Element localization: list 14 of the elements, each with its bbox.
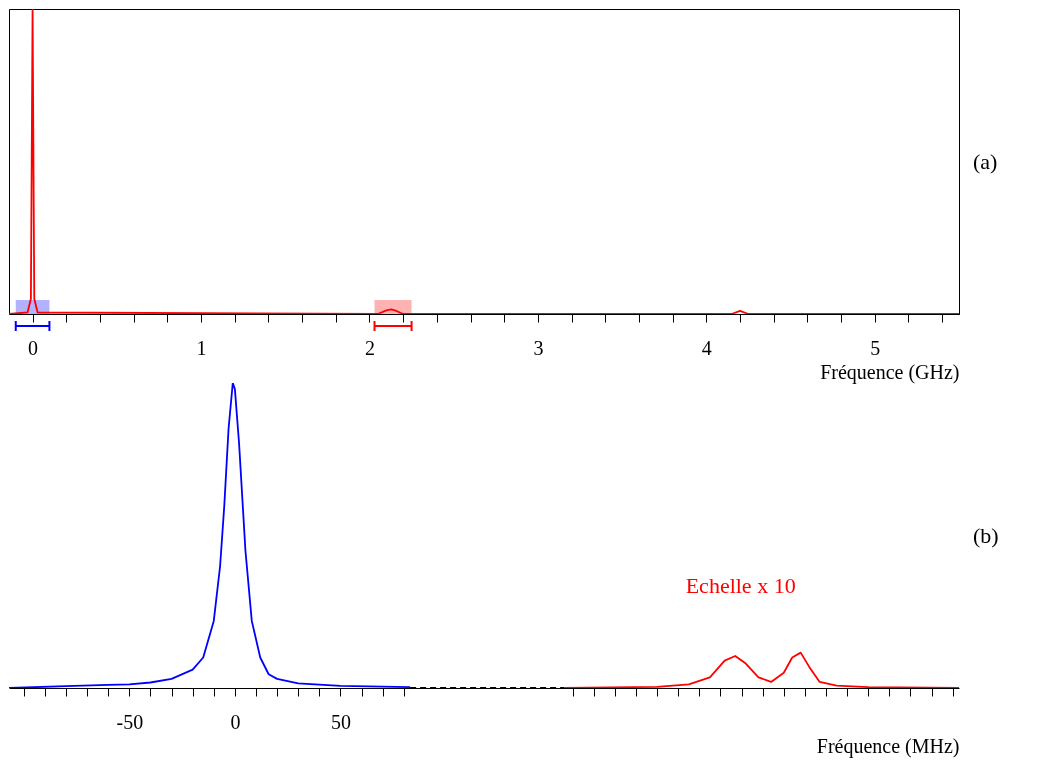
x-tick-label: 4 [701, 336, 712, 359]
x-axis-title: Fréquence (GHz) [820, 360, 960, 384]
x-tick-label: 2 [364, 336, 375, 359]
annotation: Echelle x 10 [685, 572, 796, 598]
x-axis-title: Fréquence (MHz) [816, 734, 960, 758]
x-tick-label: -50 [116, 710, 144, 733]
x-tick-label: 50 [330, 710, 351, 733]
x-tick-label: 1 [196, 336, 207, 359]
text: (b) [973, 522, 999, 548]
x-tick-label: 0 [28, 336, 39, 359]
x-tick-label: 0 [230, 710, 241, 733]
x-tick-label: 5 [870, 336, 881, 359]
text: (a) [973, 148, 998, 174]
x-tick-label: 3 [533, 336, 544, 359]
